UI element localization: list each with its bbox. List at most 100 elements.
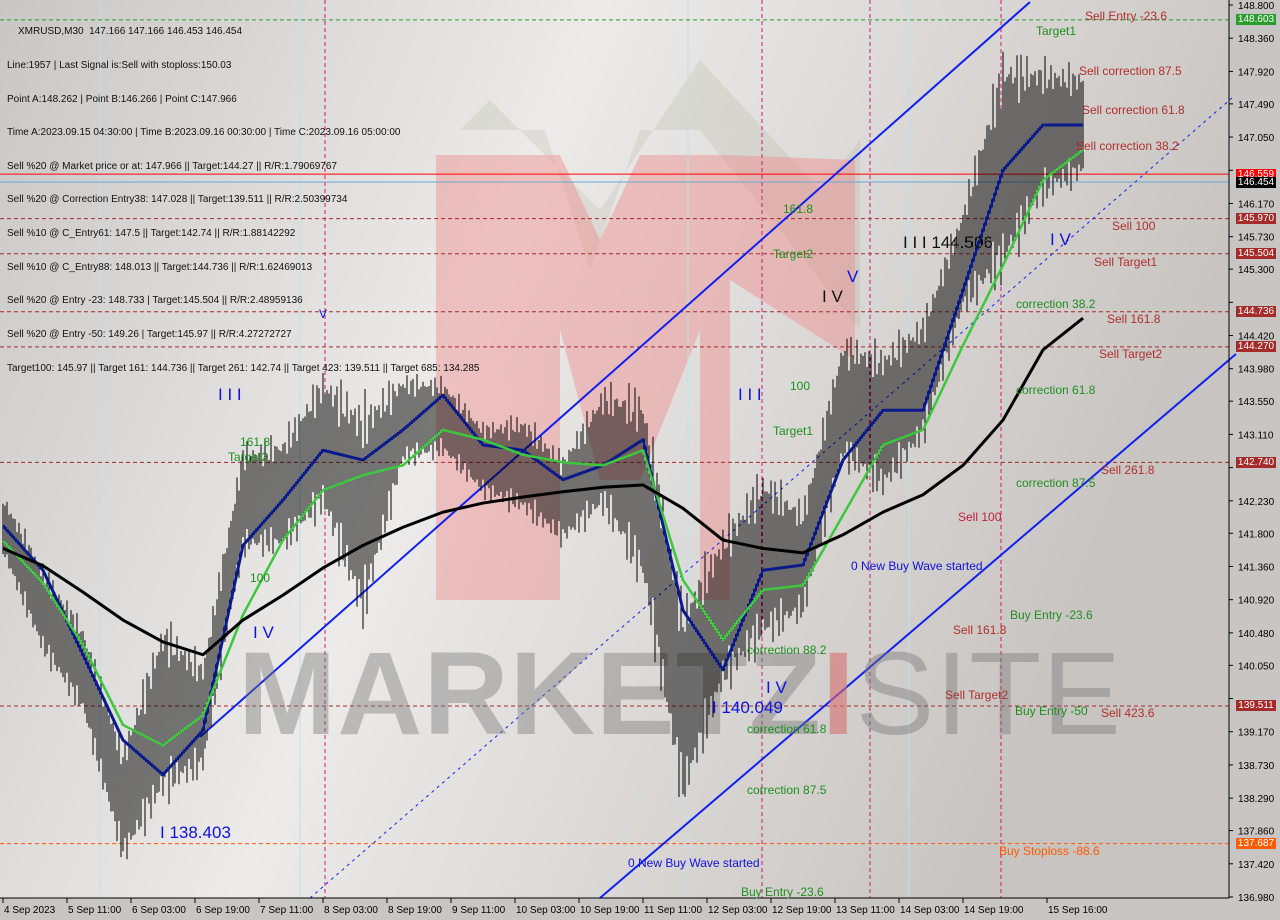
label-fib-100: 100 [790,379,811,393]
label-sell-target1: Sell Target1 [1094,255,1158,269]
wave-label-v-left: V [319,307,328,321]
price-tag: 139.511 [1236,700,1276,712]
price-tag: 144.736 [1236,306,1276,318]
y-tick-label: 140.050 [1238,661,1275,672]
label-correction-618-low: correction 61.8 [747,722,827,736]
label-sell-entry: Sell Entry -23.6 [1085,9,1168,23]
label-target2-mid: Target2 [773,247,814,261]
y-tick-label: 145.300 [1238,265,1275,276]
label-target-left: Target2 [228,450,269,464]
info-line: Sell %20 @ Entry -23: 148.733 | Target:1… [7,295,303,307]
x-tick-label: 11 Sep 11:00 [644,905,702,916]
x-tick-label: 8 Sep 03:00 [324,905,378,916]
wave-label-iii-mid: I I I [738,385,762,404]
label-sell-correction-382: Sell correction 38.2 [1076,139,1179,153]
info-line: Line:1957 | Last Signal is:Sell with sto… [7,60,232,72]
info-line: Sell %20 @ Correction Entry38: 147.028 |… [7,194,348,206]
y-tick-label: 148.360 [1238,34,1275,45]
label-sell-target2-mid: Sell Target2 [945,688,1009,702]
wave-label-iv-right: I V [1050,230,1071,249]
y-tick-label: 144.420 [1238,332,1275,343]
x-tick-label: 7 Sep 11:00 [260,905,314,916]
price-tag: 145.504 [1236,248,1276,260]
wave-label-iv: I V [822,287,843,306]
label-correction-618: correction 61.8 [1016,383,1096,397]
label-sell-correction-618: Sell correction 61.8 [1082,103,1185,117]
wave-label-v: V [847,267,859,286]
label-sell-4236: Sell 423.6 [1101,706,1155,720]
y-tick-label: 136.980 [1238,893,1275,904]
info-line: Sell %20 @ Entry -50: 149.26 | Target:14… [7,328,292,340]
y-tick-label: 140.480 [1238,629,1275,640]
y-axis: 148.800 148.360 147.920 147.490 147.050 146.1… [1229,1,1275,904]
label-sell-1618: Sell 161.8 [1107,312,1161,326]
label-new-buy-wave: 0 New Buy Wave started [851,559,983,573]
x-tick-label: 10 Sep 03:00 [516,905,576,916]
info-line: Sell %10 @ C_Entry88: 148.013 || Target:… [7,261,312,273]
label-buy-entry-236-low: Buy Entry -23.6 [741,885,824,899]
y-tick-label: 142.230 [1238,497,1275,508]
x-tick-label: 12 Sep 03:00 [708,905,768,916]
x-tick-label: 15 Sep 16:00 [1048,905,1108,916]
label-target1: Target1 [1036,24,1077,38]
y-tick-label: 145.730 [1238,233,1275,244]
info-line: Target100: 145.97 || Target 161: 144.736… [7,362,480,374]
label-sell-target2: Sell Target2 [1099,347,1163,361]
slow-ma-line[interactable] [2,317,1084,657]
y-tick-label: 147.920 [1238,67,1275,78]
medium-ma-line[interactable] [2,148,1084,747]
price-tag: 145.970 [1236,213,1276,225]
price-tag: 137.687 [1236,838,1276,850]
y-tick-label: 138.290 [1238,794,1275,805]
x-tick-label: 12 Sep 19:00 [772,905,832,916]
x-tick-label: 5 Sep 11:00 [68,905,122,916]
label-fib-1618-left: 161.8 [240,435,271,449]
fast-ma-line[interactable] [1,123,1083,777]
label-sell-1618-mid: Sell 161.8 [953,623,1007,637]
price-tag: 144.270 [1236,341,1276,353]
label-correction-882: correction 88.2 [747,643,827,657]
wave-label-iv-left: I V [253,623,274,642]
x-tick-label: 6 Sep 19:00 [196,905,250,916]
label-buy-entry-236: Buy Entry -23.6 [1010,608,1093,622]
y-tick-label: 137.860 [1238,827,1275,838]
y-tick-label: 143.110 [1238,430,1274,441]
y-tick-label: 138.730 [1238,761,1275,772]
price-tag: 148.603 [1236,14,1276,26]
symbol-header: XMRUSD,M30 147.166 147.166 146.453 146.4… [18,26,243,38]
x-tick-label: 10 Sep 19:00 [580,905,640,916]
wave-label-140049: I 140.049 [712,698,783,717]
watermark-text: MARKETZISITE [238,628,1122,760]
y-tick-label: 146.170 [1238,199,1275,210]
label-buy-entry-50: Buy Entry -50 [1015,704,1088,718]
x-axis: 4 Sep 2023 5 Sep 11:00 6 Sep 03:00 6 Sep 19… [2,898,1108,916]
x-tick-label: 9 Sep 11:00 [452,905,506,916]
label-correction-875: correction 87.5 [1016,476,1096,490]
price-tag: 142.740 [1236,456,1276,468]
channel-lower-line[interactable] [599,353,1237,899]
label-new-buy-wave-low: 0 New Buy Wave started [628,856,760,870]
label-correction-875-low: correction 87.5 [747,783,827,797]
x-tick-label: 4 Sep 2023 [4,905,56,916]
wave-label-iv-low: I V [766,678,787,697]
y-tick-label: 143.980 [1238,365,1275,376]
label-sell-100: Sell 100 [1112,219,1156,233]
x-tick-label: 14 Sep 19:00 [964,905,1024,916]
moving-averages [1,123,1084,777]
wave-label-138403: I 138.403 [160,823,231,842]
info-line: Sell %10 @ C_Entry61: 147.5 || Target:14… [7,228,296,240]
y-tick-label: 140.920 [1238,596,1275,607]
info-line: Time A:2023.09.15 04:30:00 | Time B:2023… [7,127,401,139]
y-tick-label: 143.550 [1238,397,1275,408]
label-sell-100-mid: Sell 100 [958,510,1002,524]
label-target1-mid: Target1 [773,424,814,438]
channel-upper-line[interactable] [199,1,1031,738]
y-tick-label: 147.490 [1238,100,1275,111]
y-tick-label: 137.420 [1238,860,1275,871]
y-tick-label: 141.800 [1238,529,1275,540]
x-tick-label: 8 Sep 19:00 [388,905,442,916]
info-line: Sell %20 @ Market price or at: 147.966 |… [7,160,337,172]
label-buy-stoploss: Buy Stoploss -88.6 [999,844,1100,858]
